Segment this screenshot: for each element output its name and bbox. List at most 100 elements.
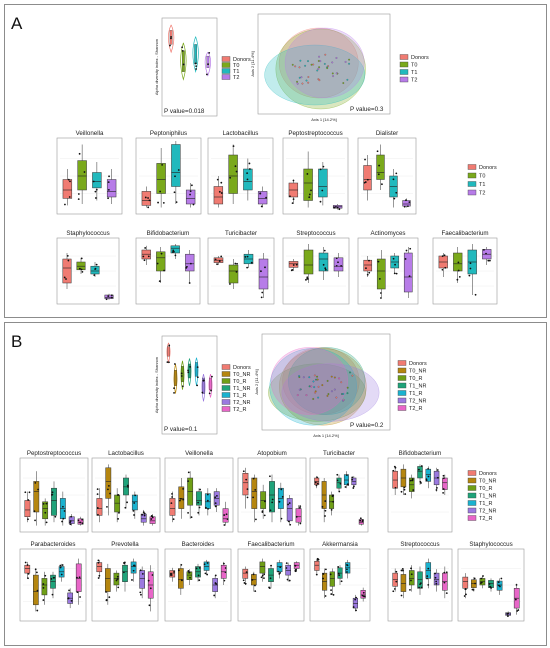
point-B-faecalibacterium-t2-nr — [286, 578, 289, 581]
chart-title-B-prevotella: Prevotella — [111, 541, 139, 548]
point-A-actinomyces-t1 — [395, 272, 398, 275]
point-B-bacteroides-t2-nr — [214, 574, 217, 577]
point-A-lactobacillus-t0 — [235, 170, 238, 173]
point-A-peptoniphilus-t2 — [192, 203, 195, 206]
legend-b-label-t2-r: T2_R — [479, 516, 492, 522]
point-B-prevotella-t0-r — [116, 575, 119, 578]
point-A-lactobacillus-t2 — [265, 196, 267, 199]
point-B-akkermansia-t2-nr — [355, 596, 358, 599]
point-A-bifidobacterium-t0 — [163, 269, 165, 272]
point-A-veillonella-t1 — [94, 197, 97, 199]
point-A-dialister-t0 — [378, 164, 381, 167]
chart-title-B-veillonella: Veillonella — [185, 450, 213, 457]
point-A-bifidobacterium-t2 — [188, 282, 191, 284]
point-B-atopobium-t1-r — [281, 495, 284, 498]
pcoa-point-a — [291, 63, 294, 66]
point-B-lactobacillus-t0-nr — [106, 505, 108, 508]
pcoa-point-a — [319, 60, 322, 62]
point-A-dialister-t0 — [381, 183, 383, 186]
point-A-dialister-t1 — [392, 178, 395, 181]
chart-title-B-streptococcus: Streptococcus — [400, 541, 439, 548]
pcoa-point-a — [312, 63, 315, 66]
point-B-akkermansia-t1-nr — [337, 566, 340, 568]
point-A-turicibacter-t2 — [260, 296, 263, 299]
point-B-streptococcus-t2-nr — [434, 576, 437, 579]
pcoa-point-b — [317, 396, 320, 399]
point-B-akkermansia-t0-nr — [324, 568, 327, 571]
point-A-faecalibacterium-t2 — [488, 259, 491, 262]
box-A-streptococcus-t1 — [318, 252, 329, 272]
point-B-atopobium-t2-nr — [289, 523, 292, 526]
point-B-bifidobacterium-t2-r — [442, 491, 445, 494]
point-B-atopobium-t1-nr — [271, 501, 274, 504]
point-A-staphylococcus-t1 — [93, 274, 96, 277]
point-B-lactobacillus-t1-r — [134, 494, 137, 497]
point-B-streptococcus-t2-r — [443, 571, 446, 574]
box-B-prevotella-t0-nr — [105, 568, 111, 592]
pcoa-legend-a-swatch-t0 — [399, 61, 409, 68]
point-A-peptostreptococcus-t2 — [334, 205, 337, 208]
point-A-actinomyces-t0 — [380, 292, 382, 294]
point-A-dialister-t2 — [406, 205, 409, 208]
point-A-turicibacter-t2 — [260, 270, 262, 273]
box-B-atopobium-t0-nr — [251, 477, 258, 509]
point-B-akkermansia-t0-r — [330, 593, 333, 595]
point-B-peptostreptococcus-t2-r — [77, 519, 80, 522]
point-B-bacteroides-donors — [173, 570, 175, 573]
point-A-peptostreptococcus-t1 — [322, 165, 325, 168]
pcoa-point-b — [346, 392, 349, 395]
point-B-parabacteroides-donors — [26, 564, 29, 566]
point-B-staphylococcus-donors — [465, 593, 467, 596]
point-B-turicibacter-t1-nr — [336, 479, 339, 482]
point-B-atopobium-t2-nr — [288, 502, 291, 504]
box-B-lactobacillus-t0-r — [114, 494, 121, 513]
point-A-veillonella-t0 — [78, 152, 81, 155]
box-B-faecalibacterium-t2-r — [293, 562, 300, 569]
point-B-bacteroides-t1-nr — [198, 579, 201, 582]
pcoa-ylabel-a: Axis 2 [11.4%] — [250, 51, 255, 76]
chart-title-B-peptostreptococcus: Peptostreptococcus — [27, 450, 81, 457]
pcoa-legend-b-label-t0-nr: T0_NR — [409, 369, 426, 375]
point-A-veillonella-t2 — [107, 181, 110, 184]
point-A-streptococcus-t1 — [322, 263, 325, 266]
point-A-lactobacillus-donors — [220, 192, 223, 194]
point-B-bifidobacterium-t0-nr — [400, 490, 403, 493]
chart-title-A-actinomyces: Actinomyces — [370, 230, 405, 237]
point-A-lactobacillus-t1 — [248, 162, 251, 165]
point-B-parabacteroides-t2-r — [78, 576, 81, 579]
box-B-prevotella-t1-nr — [122, 564, 128, 582]
pcoa-point-a — [326, 67, 329, 69]
point-B-parabacteroides-t2-r — [76, 576, 78, 579]
point-B-bacteroides-t1-nr — [198, 566, 201, 569]
point-B-lactobacillus-t2-nr — [143, 514, 146, 517]
point-A-streptococcus-donors — [292, 264, 295, 266]
box-A-peptostreptococcus-t1 — [318, 168, 328, 198]
point-B-veillonella-donors — [171, 493, 173, 495]
point-B-bacteroides-t2-r — [222, 562, 225, 565]
box-A-streptococcus-t2 — [333, 257, 344, 272]
pcoa-point-a — [348, 62, 350, 65]
pcoa-legend-b-swatch-t2-r — [397, 405, 407, 411]
point-A-faecalibacterium-t0 — [457, 269, 460, 272]
point-B-turicibacter-t0-nr — [324, 515, 326, 517]
box-B-atopobium-t2-nr — [286, 498, 293, 522]
point-B-turicibacter-t2-nr — [352, 487, 355, 489]
pcoa-point-a — [304, 64, 307, 67]
legend-b-swatch-t2-nr — [467, 507, 477, 514]
point-A-streptococcus-t1 — [323, 249, 326, 252]
chart-title-A-dialister: Dialister — [376, 130, 398, 137]
point-B-bifidobacterium-t1-r — [425, 478, 428, 480]
pcoa-point-b — [302, 376, 305, 379]
point-B-atopobium-t1-r — [280, 488, 283, 491]
point-B-veillonella-donors — [170, 502, 173, 505]
pcoa-point-a — [317, 67, 320, 70]
pcoa-point-a — [296, 80, 298, 83]
point-A-actinomyces-t1 — [393, 272, 396, 275]
point-A-veillonella-t0 — [83, 171, 86, 173]
point-A-peptostreptococcus-t2 — [333, 206, 336, 209]
legend-b-label-t0-nr: T0_NR — [479, 479, 496, 485]
box-B-atopobium-t1-nr — [269, 481, 275, 513]
point-B-turicibacter-t0-r — [331, 495, 334, 498]
violin-A-t1 — [192, 36, 199, 73]
box-A-actinomyces-t0 — [376, 258, 386, 290]
